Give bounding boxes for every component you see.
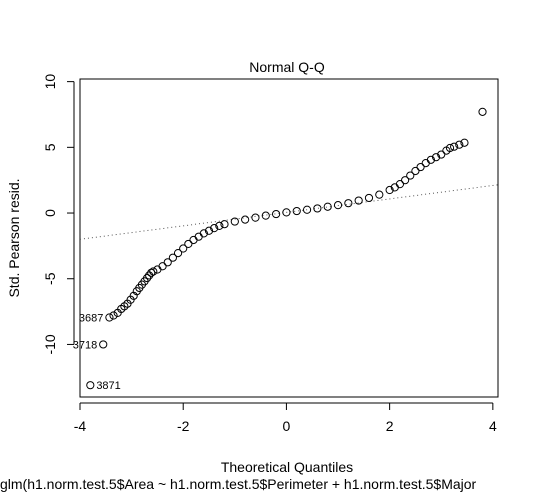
data-points [86, 107, 487, 390]
data-point [271, 209, 281, 219]
data-point [241, 215, 250, 224]
data-point [411, 166, 420, 176]
data-point [204, 226, 214, 235]
data-point [184, 239, 193, 249]
x-tick-label: 2 [386, 418, 394, 434]
data-point [230, 217, 239, 226]
data-point [401, 176, 410, 185]
data-point [86, 381, 95, 390]
y-tick-label: -5 [42, 272, 58, 285]
data-point [416, 162, 425, 172]
data-point [105, 313, 114, 322]
data-point [149, 267, 158, 276]
data-point [406, 171, 415, 180]
data-point [431, 153, 441, 162]
x-tick-label: -2 [177, 418, 190, 434]
point-label: 3871 [96, 380, 120, 392]
x-axis-label: Theoretical Quantiles [221, 459, 353, 475]
data-point [302, 205, 312, 214]
x-tick-label: 4 [489, 418, 497, 434]
data-point [478, 107, 487, 116]
data-point [142, 273, 152, 283]
data-point [460, 138, 469, 147]
data-point [426, 155, 436, 164]
point-labels: 3687 3718 3871 [73, 313, 121, 393]
data-point [210, 224, 219, 233]
y-tick-label: 5 [42, 143, 58, 151]
data-point [313, 204, 322, 213]
data-point [199, 229, 208, 238]
data-point [173, 249, 183, 258]
data-point [333, 201, 343, 210]
data-point [364, 193, 374, 203]
data-point [395, 180, 405, 189]
data-point [344, 199, 353, 208]
point-label: 3718 [73, 339, 97, 351]
data-point [179, 244, 188, 253]
x-tick-label: -4 [74, 418, 87, 434]
y-tick-label: 0 [42, 209, 58, 217]
data-point [282, 208, 291, 217]
chart-title: Normal Q-Q [249, 59, 325, 75]
data-point [375, 190, 384, 199]
data-point [168, 253, 177, 262]
data-point [158, 262, 167, 271]
data-point [109, 311, 118, 320]
y-axis: -10 -5 0 5 10 [42, 74, 75, 355]
data-point [189, 235, 198, 245]
data-point [153, 265, 162, 274]
data-point [450, 142, 459, 151]
data-point [215, 221, 224, 231]
data-point [163, 258, 172, 267]
reference-line [79, 184, 499, 240]
data-point [323, 202, 332, 211]
data-point [194, 232, 203, 241]
y-tick-label: 10 [42, 74, 58, 90]
data-point [292, 206, 301, 216]
data-point [421, 158, 430, 168]
data-point [354, 196, 363, 205]
data-point [455, 140, 464, 149]
data-point [445, 143, 455, 153]
model-formula: glm(h1.norm.test.5$Area ~ h1.norm.test.5… [0, 476, 477, 492]
data-point [251, 213, 260, 222]
data-point [99, 340, 108, 349]
x-axis: -4 -2 0 2 4 [74, 402, 497, 434]
data-point [220, 220, 229, 229]
data-point [147, 268, 156, 277]
point-label: 3687 [79, 313, 103, 325]
data-point [261, 211, 270, 220]
plot-frame [79, 78, 499, 398]
y-axis-label: Std. Pearson resid. [6, 178, 22, 297]
data-point [437, 150, 446, 159]
x-tick-label: 0 [283, 418, 291, 434]
data-point [385, 185, 394, 195]
y-tick-label: -10 [42, 334, 58, 354]
